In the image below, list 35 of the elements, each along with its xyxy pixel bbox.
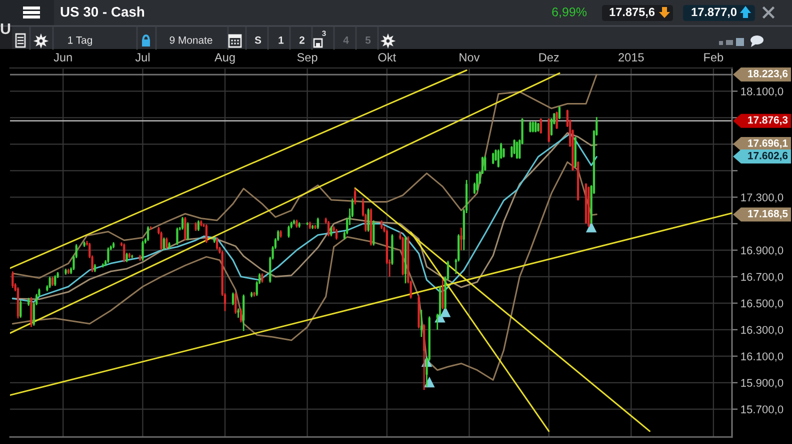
y-tick-label: 16.300,0 <box>741 326 784 336</box>
x-tick-label: Feb <box>704 52 724 62</box>
y-tick-label: 16.700,0 <box>741 272 784 282</box>
x-tick-label: Jul <box>135 52 150 62</box>
text: S <box>254 36 262 44</box>
text: 1 <box>278 36 284 44</box>
x-tick-label: Nov <box>460 53 480 62</box>
text: 17.168,5 <box>748 210 788 219</box>
text: 17.877,0 <box>692 8 737 18</box>
x-tick-label: Dez <box>539 53 559 62</box>
y-tick-label: 16.500,0 <box>741 299 784 309</box>
text: 2 <box>299 36 304 44</box>
text: 4 <box>343 36 349 44</box>
x-tick-label: Sep <box>297 53 318 64</box>
text: 5 <box>365 36 371 44</box>
y-tick-label: 16.100,0 <box>741 352 784 362</box>
x-tick-label: Aug <box>214 53 235 64</box>
y-tick-label: 16.900,0 <box>741 246 784 256</box>
x-tick-label: Okt <box>378 52 396 62</box>
y-tick-label: 18.100,0 <box>741 87 784 97</box>
y-tick-label: 15.900,0 <box>741 378 784 388</box>
text: 17.602,6 <box>748 152 788 161</box>
text: 1 Tag <box>68 36 92 46</box>
y-tick-label: 17.300,0 <box>741 193 784 203</box>
x-tick-label: 2015 <box>618 53 644 62</box>
ref-line-label: 17.876,3 <box>748 116 788 126</box>
text: 18.223,6 <box>748 70 788 79</box>
x-tick-label: Jun <box>54 53 72 62</box>
text: 6,99% <box>552 8 587 18</box>
text: 17.875,6 <box>610 8 655 18</box>
text: U <box>0 23 10 34</box>
chart-title: US 30 - Cash <box>60 6 144 17</box>
y-tick-label: 15.700,0 <box>741 405 784 415</box>
text: 9 Monate <box>170 36 212 44</box>
text: 17.696,1 <box>748 139 788 148</box>
